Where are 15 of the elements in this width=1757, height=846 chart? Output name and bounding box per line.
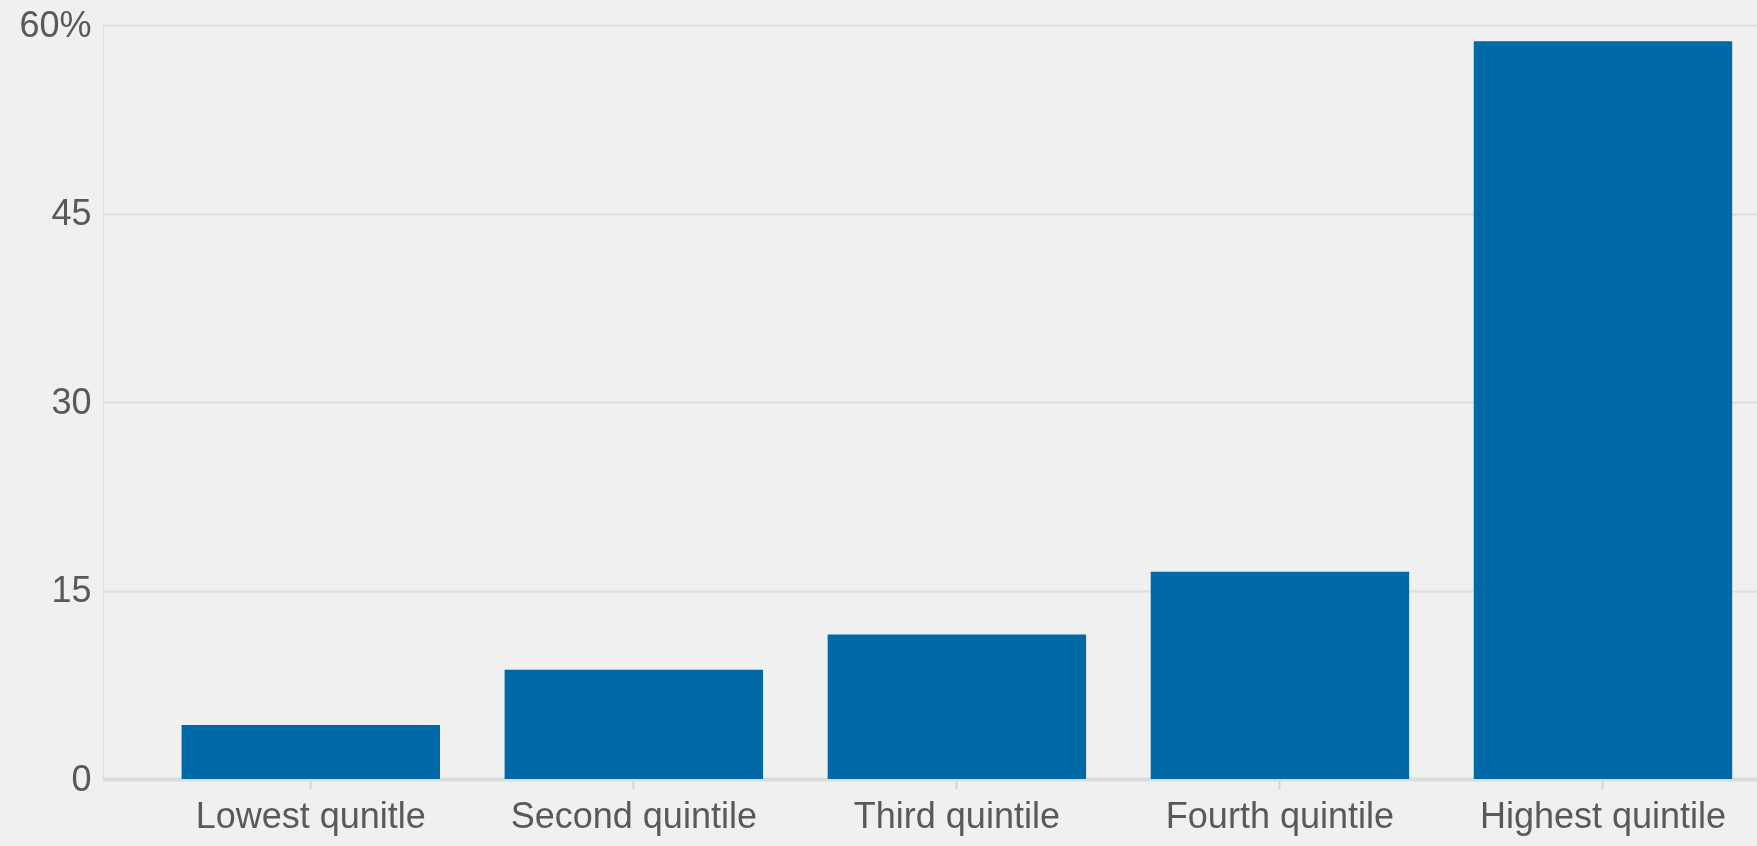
x-tick-label: Third quintile <box>853 794 1060 836</box>
bar <box>827 634 1087 779</box>
y-tick-label: 30 <box>51 380 92 422</box>
bar <box>181 724 440 779</box>
y-tick-label: 45 <box>51 192 92 233</box>
x-tick-label: Second quintile <box>510 794 757 836</box>
x-tick-label: Highest quintile <box>1479 794 1727 836</box>
bar <box>1473 41 1733 779</box>
y-tick-label: 15 <box>51 569 92 610</box>
y-tick-label: 0 <box>71 757 92 799</box>
x-tick-label: Fourth quintile <box>1165 794 1394 836</box>
bar <box>504 669 764 779</box>
y-tick-label: 60% <box>19 3 92 45</box>
x-tick-label: Lowest qunitle <box>195 794 426 836</box>
bar <box>1150 571 1410 779</box>
